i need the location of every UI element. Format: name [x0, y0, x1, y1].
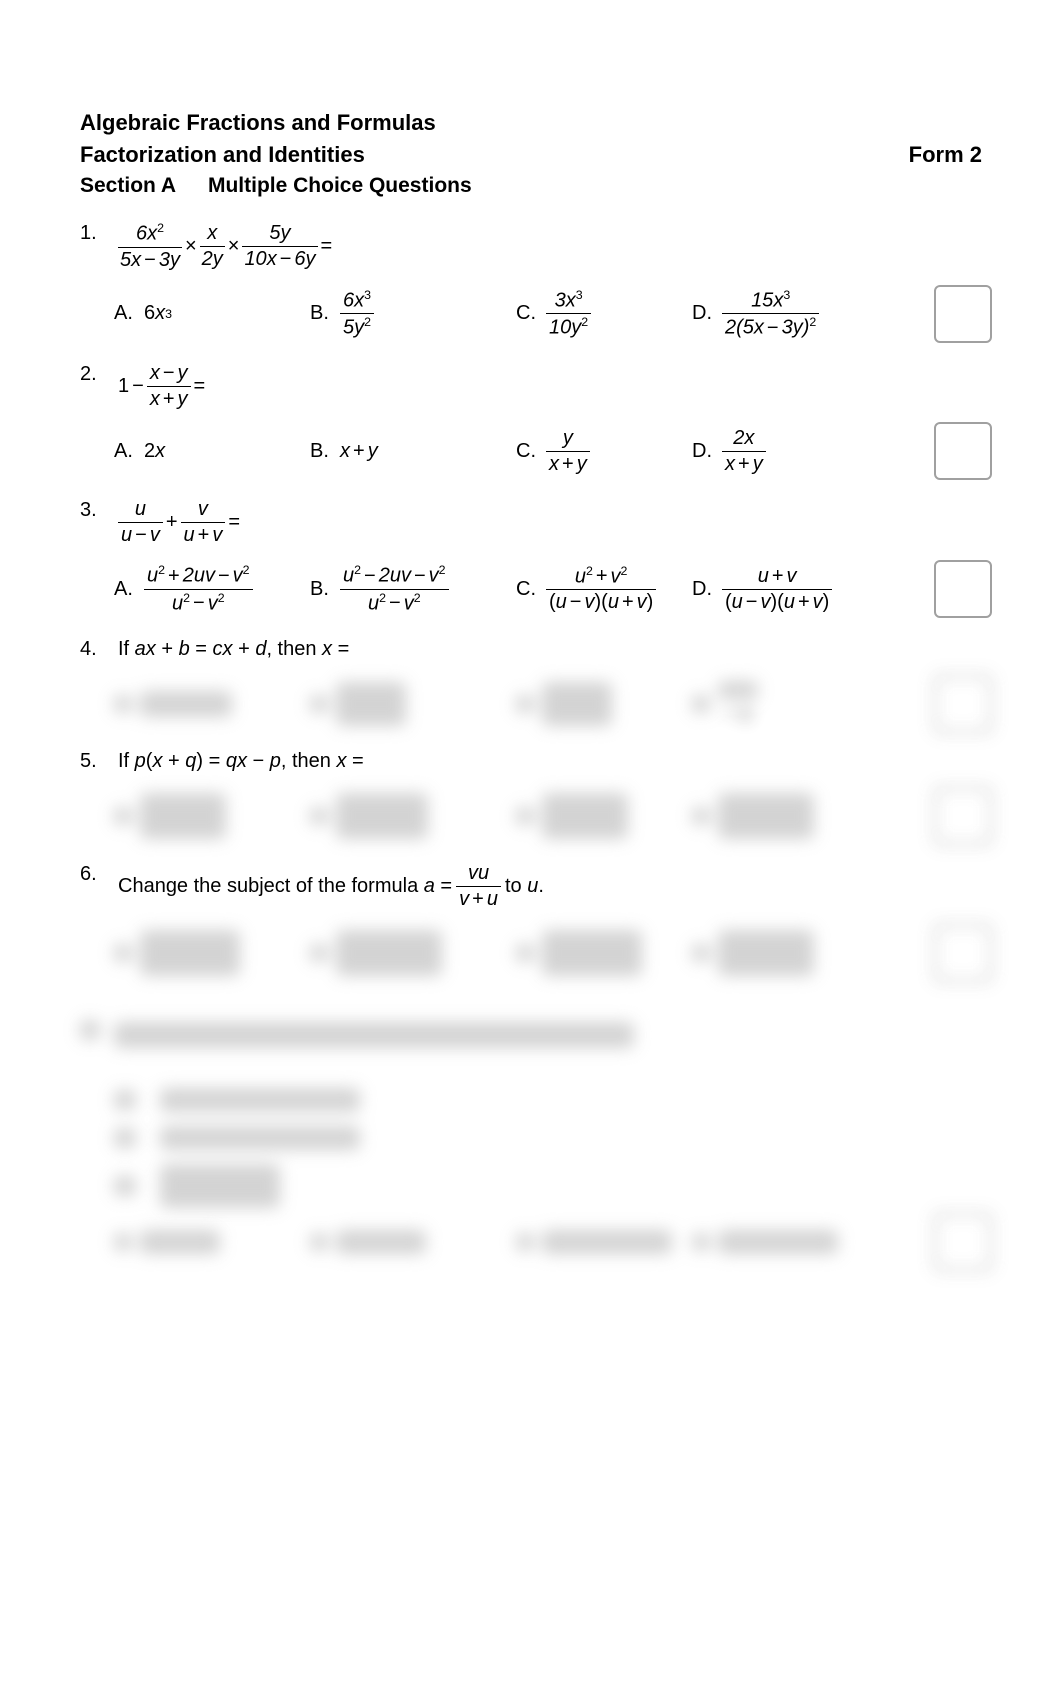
title-line-2-left: Factorization and Identities: [80, 142, 365, 168]
question-number: 3.: [80, 499, 114, 522]
choices-row-blurred: [114, 793, 982, 839]
choice-letter: A.: [114, 302, 144, 325]
question-7-blurred: [80, 1020, 982, 1254]
choice-B: B. x+y: [310, 440, 516, 463]
answer-box[interactable]: [934, 787, 992, 845]
choice-A: A. 6x3: [114, 302, 310, 325]
title-line-1: Algebraic Fractions and Formulas: [80, 110, 982, 136]
choice-C: C. u2+v2(u−v)(u+v): [516, 565, 692, 614]
question-number: 6.: [80, 863, 114, 886]
answer-box[interactable]: [934, 422, 992, 480]
choices-row: A. 6x3 B. 6x35y2 C. 3x310y2 D. 15x32(5x−…: [114, 289, 982, 339]
choice-body: 6x3: [144, 302, 172, 325]
choices-row: A. 2x B. x+y C. yx+y D. 2xx+y: [114, 428, 982, 475]
question-stem: 1− x−yx+y =: [118, 363, 982, 410]
choices-row-blurred: [114, 1230, 982, 1254]
question-3: 3. uu−v + vu+v = A. u2+2uv−v2u2−v2 B. u2…: [80, 499, 982, 614]
answer-box[interactable]: [934, 675, 992, 733]
answer-box[interactable]: [934, 560, 992, 618]
choice-A: A. u2+2uv−v2u2−v2: [114, 564, 310, 614]
choice-C: C. 3x310y2: [516, 289, 692, 339]
choice-D: D. 2xx+y: [692, 428, 878, 475]
question-stem: If p(x + q) = qx − p, then x =: [118, 750, 982, 773]
question-number: 5.: [80, 750, 114, 773]
question-1: 1. 6x25x−3y × x2y × 5y10x−6y = A. 6x3 B.…: [80, 222, 982, 339]
choice-C: C. yx+y: [516, 428, 692, 475]
choices-row: A. u2+2uv−v2u2−v2 B. u2−2uv−v2u2−v2 C. u…: [114, 564, 982, 614]
question-4: 4. If ax + b = cx + d, then x = − c: [80, 638, 982, 726]
answer-box[interactable]: [934, 924, 992, 982]
answer-box[interactable]: [934, 1213, 992, 1271]
answer-box[interactable]: [934, 285, 992, 343]
question-6: 6. Change the subject of the formula a =…: [80, 863, 982, 976]
section-heading: Section A Multiple Choice Questions: [80, 174, 982, 198]
choice-D: D. 15x32(5x−3y)2: [692, 289, 878, 339]
choices-row-blurred: − c: [114, 681, 982, 726]
choices-row-blurred: [114, 930, 982, 976]
question-stem: If ax + b = cx + d, then x =: [118, 638, 982, 661]
question-number: 4.: [80, 638, 114, 661]
question-number: 1.: [80, 222, 114, 245]
question-5: 5. If p(x + q) = qx − p, then x =: [80, 750, 982, 839]
question-stem: Change the subject of the formula a = vu…: [118, 863, 982, 910]
blurred-statements: [114, 1088, 982, 1208]
question-stem: uu−v + vu+v =: [118, 499, 982, 546]
choice-D: D. u+v(u−v)(u+v): [692, 566, 878, 613]
question-2: 2. 1− x−yx+y = A. 2x B. x+y C. yx+y D. 2…: [80, 363, 982, 475]
question-stem: 6x25x−3y × x2y × 5y10x−6y =: [118, 222, 982, 271]
choice-A: A. 2x: [114, 440, 310, 463]
question-number: 2.: [80, 363, 114, 386]
choice-B: B. 6x35y2: [310, 289, 516, 339]
form-label: Form 2: [909, 142, 982, 168]
choice-B: B. u2−2uv−v2u2−v2: [310, 564, 516, 614]
